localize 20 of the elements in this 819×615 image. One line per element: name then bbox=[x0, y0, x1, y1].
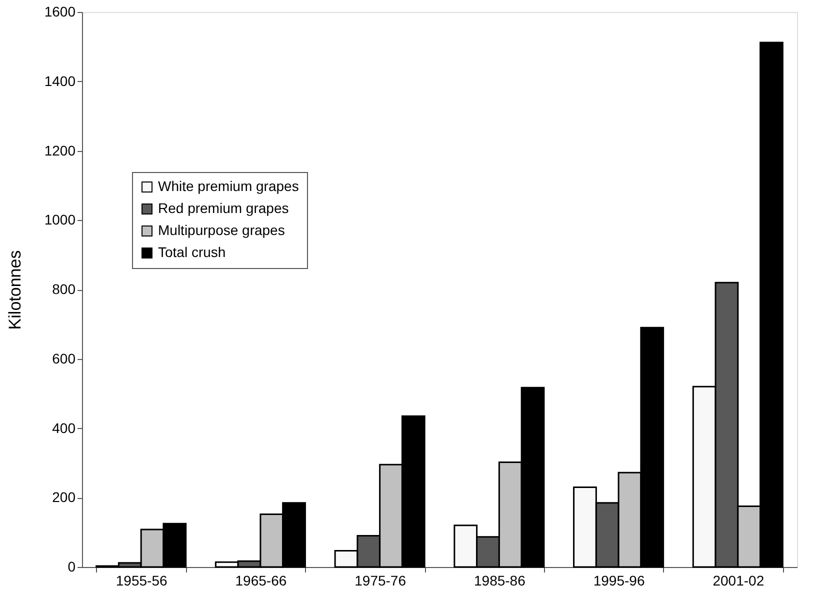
legend-label: White premium grapes bbox=[158, 178, 299, 194]
legend-label: Red premium grapes bbox=[158, 200, 289, 216]
y-tick-label: 1400 bbox=[44, 72, 76, 89]
x-tick-label: 1965-66 bbox=[235, 572, 287, 588]
x-tick-label: 1985-86 bbox=[474, 572, 526, 588]
x-tick-label: 1955-56 bbox=[116, 572, 168, 588]
y-tick-label: 800 bbox=[52, 281, 76, 297]
x-tick-label: 1995-96 bbox=[593, 572, 645, 588]
y-tick-label: 1200 bbox=[44, 142, 76, 158]
x-tick-label: 2001-02 bbox=[712, 572, 764, 588]
legend-label: Multipurpose grapes bbox=[158, 222, 285, 238]
y-tick-label: 1600 bbox=[44, 4, 76, 20]
y-axis-title: Kilotonnes bbox=[5, 250, 24, 330]
x-tick-label: 1975-76 bbox=[354, 572, 406, 588]
y-tick-label: 400 bbox=[52, 420, 76, 436]
legend-label: Total crush bbox=[158, 244, 226, 260]
y-tick-label: 1000 bbox=[44, 212, 76, 228]
y-tick-label: 600 bbox=[52, 350, 76, 366]
y-tick-label: 0 bbox=[68, 558, 76, 574]
y-tick-label: 200 bbox=[52, 489, 76, 506]
